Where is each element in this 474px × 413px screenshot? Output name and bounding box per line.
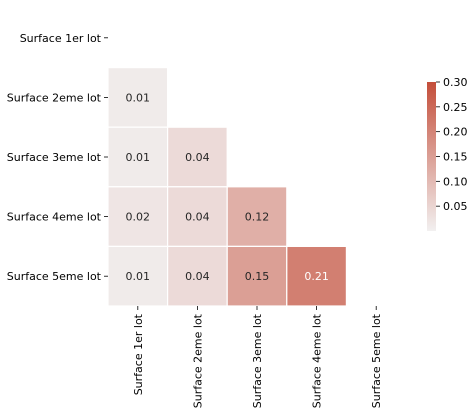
cell-value-label: 0.21 xyxy=(304,270,329,283)
colorbar-tick-label: 0.15 xyxy=(443,151,468,164)
colorbar-tick-label: 0.20 xyxy=(443,126,468,139)
cell-value-label: 0.01 xyxy=(126,151,151,164)
heatmap-cell xyxy=(107,66,169,128)
cell-value-label: 0.15 xyxy=(245,270,270,283)
heatmap-cell xyxy=(107,126,169,188)
x-tick-label: Surface 4eme lot xyxy=(311,313,324,408)
x-axis: Surface 1er lot Surface 2eme lot Surface 3… xyxy=(132,306,383,408)
x-tick-label: Surface 5eme lot xyxy=(370,313,383,408)
heatmap-cell xyxy=(226,186,288,248)
colorbar-tick-label: 0.10 xyxy=(443,175,468,188)
y-tick-label: Surface 4eme lot xyxy=(7,211,102,224)
cell-value-label: 0.04 xyxy=(185,270,210,283)
heatmap-cells xyxy=(107,66,347,307)
heatmap-cell xyxy=(167,126,228,188)
y-axis: Surface 1er lot Surface 2eme lot Surface 3… xyxy=(7,32,108,283)
colorbar-tick-label: 0.05 xyxy=(443,200,468,213)
cell-value-label: 0.02 xyxy=(126,211,151,224)
y-tick-label: Surface 1er lot xyxy=(20,32,102,45)
cell-value-label: 0.12 xyxy=(245,211,270,224)
colorbar-gradient xyxy=(427,82,436,231)
x-tick-label: Surface 3eme lot xyxy=(251,313,264,408)
cell-value-label: 0.04 xyxy=(185,151,210,164)
colorbar: 0.05 0.10 0.15 0.20 0.25 0.30 xyxy=(427,76,468,231)
heatmap-cell xyxy=(167,245,228,307)
heatmap-cell xyxy=(286,245,347,307)
y-tick-label: Surface 3eme lot xyxy=(7,151,102,164)
cell-value-label: 0.01 xyxy=(126,91,151,104)
colorbar-tick-label: 0.30 xyxy=(443,76,468,89)
y-tick-label: Surface 2eme lot xyxy=(7,91,102,104)
cell-value-label: 0.01 xyxy=(126,270,151,283)
cell-annotations: 0.01 0.01 0.04 0.02 0.04 0.12 0.01 0.04 0.15 0.21 xyxy=(126,91,329,283)
colorbar-tick-label: 0.25 xyxy=(443,101,468,114)
cell-value-label: 0.04 xyxy=(185,211,210,224)
x-tick-label: Surface 1er lot xyxy=(132,313,145,395)
x-tick-label: Surface 2eme lot xyxy=(191,313,204,408)
y-tick-label: Surface 5eme lot xyxy=(7,270,102,283)
